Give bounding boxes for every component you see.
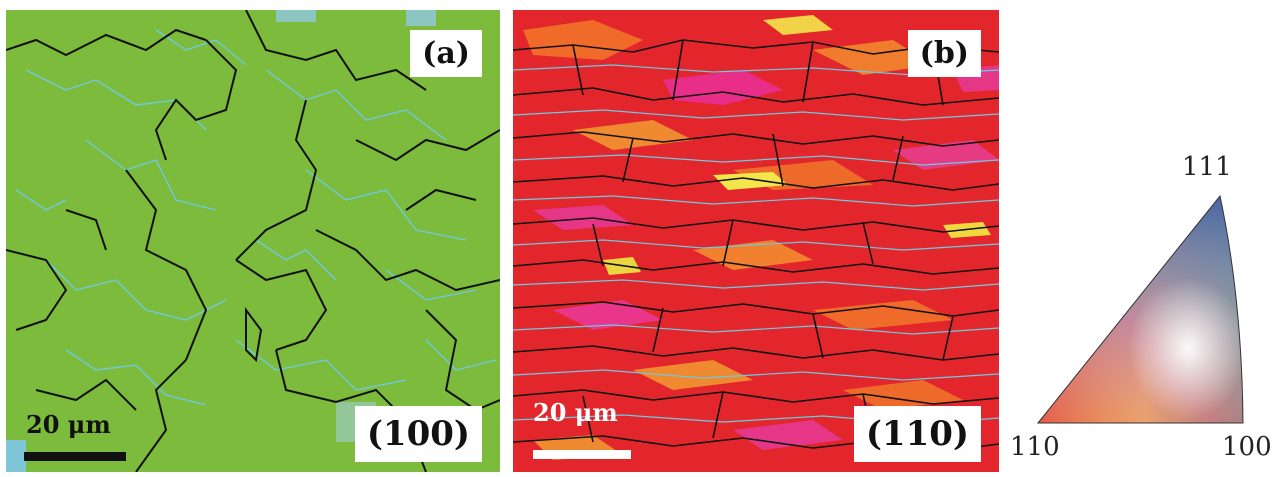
scale-bar-label: 20 μm [533, 398, 618, 427]
orientation-label: (110) [853, 406, 981, 462]
grain-map-b [513, 10, 999, 472]
panel-label: (a) [410, 30, 482, 77]
scale-bar [533, 450, 631, 459]
ebsd-map-a: (a) 20 μm (100) [6, 10, 500, 472]
ipf-triangle [1036, 194, 1244, 424]
grain-map-a [6, 10, 500, 472]
orientation-label: (100) [354, 406, 482, 462]
scale-bar-label: 20 μm [26, 410, 111, 439]
panel-label: (b) [907, 30, 981, 77]
ipf-label-111: 111 [1182, 152, 1232, 182]
ipf-label-110: 110 [1010, 432, 1060, 462]
ebsd-map-b: (b) 20 μm (110) [513, 10, 999, 472]
ipf-color-key: 111 110 100 [1010, 150, 1280, 470]
ipf-label-100: 100 [1222, 432, 1272, 462]
scale-bar [24, 452, 126, 461]
